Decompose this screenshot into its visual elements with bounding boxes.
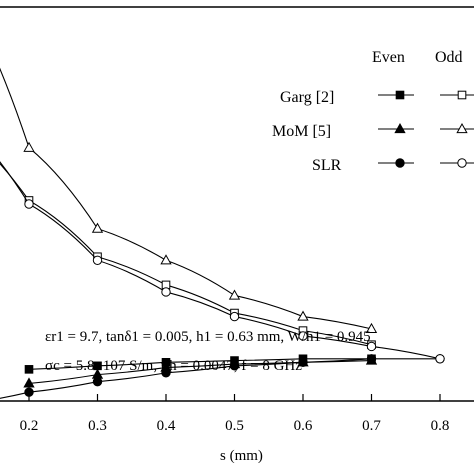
- data-point: [92, 376, 103, 387]
- data-point: [298, 357, 308, 368]
- series-line: [28, 358, 372, 370]
- legend: Even Odd Garg [2] MoM [5] SLR: [272, 49, 474, 174]
- data-point: [229, 361, 240, 371]
- data-point: [394, 122, 406, 134]
- annotation-line-2: σc = 5.8×107 S/m, t/h = 0.0047, f = 8 GH…: [45, 358, 302, 374]
- x-tick-label: 0.3: [88, 418, 107, 434]
- x-tick-label: 0.7: [362, 418, 381, 434]
- data-point: [24, 387, 34, 397]
- data-point: [24, 199, 34, 209]
- legend-label-mom: MoM [5]: [272, 123, 331, 140]
- data-point: [456, 122, 468, 134]
- legend-header-even: Even: [372, 49, 405, 66]
- legend-label-slr: SLR: [312, 157, 342, 174]
- data-point: [298, 331, 308, 341]
- data-point: [228, 289, 241, 300]
- annotation-line-1: εr1 = 9.7, tanδ1 = 0.005, h1 = 0.63 mm, …: [45, 329, 371, 345]
- x-axis-tick-labels: 0.2 0.3 0.4 0.5 0.6 0.7 0.8: [20, 418, 450, 434]
- series-slr-odd: [0, 161, 445, 364]
- data-point: [395, 90, 405, 100]
- legend-samples: [378, 90, 474, 168]
- series-layer: [0, 67, 445, 399]
- data-point: [366, 341, 377, 352]
- data-point: [229, 311, 240, 322]
- series-line: [0, 161, 441, 360]
- x-tick-label: 0.6: [294, 418, 313, 434]
- x-tick-label: 0.8: [431, 418, 450, 434]
- data-point: [297, 310, 309, 321]
- data-point: [366, 354, 377, 364]
- legend-header-odd: Odd: [435, 49, 463, 66]
- data-point: [91, 222, 104, 233]
- data-point: [23, 377, 35, 388]
- data-point: [23, 141, 35, 152]
- data-point: [457, 90, 467, 100]
- data-point: [435, 354, 445, 364]
- data-point: [92, 255, 103, 265]
- x-axis-label: s (mm): [220, 448, 263, 464]
- x-tick-label: 0.4: [157, 418, 176, 434]
- legend-label-garg: Garg [2]: [280, 89, 334, 106]
- data-point: [161, 368, 171, 378]
- data-point: [395, 158, 405, 168]
- data-point: [457, 158, 467, 168]
- x-axis-ticks: [28, 394, 441, 401]
- x-tick-label: 0.5: [225, 418, 244, 434]
- series-line: [0, 358, 440, 399]
- series-mom-5-odd: [0, 67, 378, 333]
- x-tick-label: 0.2: [20, 418, 39, 434]
- data-point: [161, 287, 171, 297]
- data-point: [24, 365, 34, 374]
- data-point: [160, 254, 172, 265]
- data-point: [365, 322, 378, 333]
